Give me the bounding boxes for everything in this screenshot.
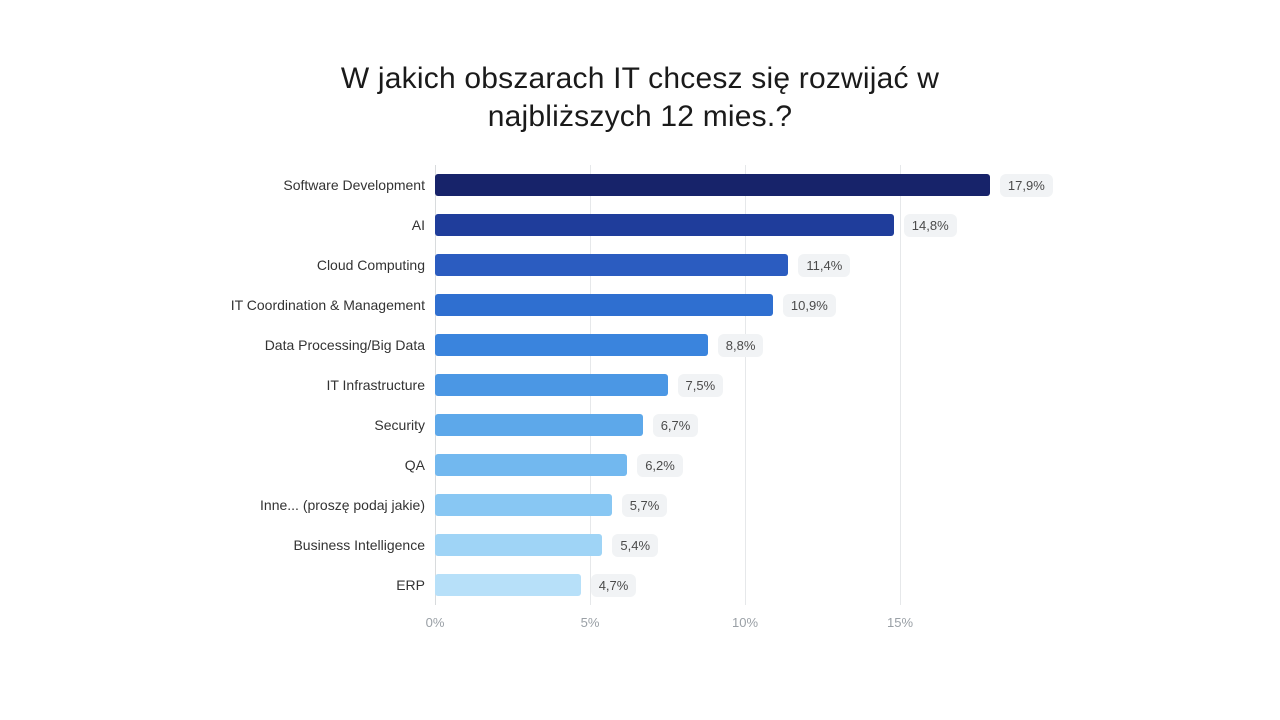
bar [435,254,788,276]
category-label: Data Processing/Big Data [265,337,425,353]
bar [435,414,643,436]
bar-row: Inne... (proszę podaj jakie)5,7% [435,494,1055,516]
bar [435,454,627,476]
bar-row: ERP4,7% [435,574,1055,596]
category-label: Cloud Computing [317,257,425,273]
bar-row: Data Processing/Big Data8,8% [435,334,1055,356]
bar [435,574,581,596]
value-badge: 17,9% [1000,174,1053,197]
value-badge: 5,7% [622,494,668,517]
value-badge: 8,8% [718,334,764,357]
category-label: QA [405,457,425,473]
x-tick-label: 5% [581,615,600,630]
bar-row: IT Coordination & Management10,9% [435,294,1055,316]
value-badge: 6,2% [637,454,683,477]
category-label: ERP [396,577,425,593]
bar [435,494,612,516]
bar [435,534,602,556]
value-badge: 7,5% [678,374,724,397]
bar-row: IT Infrastructure7,5% [435,374,1055,396]
category-label: IT Coordination & Management [231,297,425,313]
x-tick-label: 10% [732,615,758,630]
bar [435,294,773,316]
category-label: Software Development [283,177,425,193]
value-badge: 6,7% [653,414,699,437]
chart-plot-area: Software Development17,9% AI14,8% Cloud Co… [435,165,1055,605]
chart-x-axis: 0%5%10%15% [435,605,1055,645]
value-badge: 14,8% [904,214,957,237]
value-badge: 11,4% [798,254,850,277]
category-label: Security [374,417,425,433]
bar [435,334,708,356]
bar [435,374,668,396]
bar [435,174,990,196]
category-label: Business Intelligence [293,537,425,553]
category-label: Inne... (proszę podaj jakie) [260,497,425,513]
bar [435,214,894,236]
x-tick-label: 15% [887,615,913,630]
bar-row: Software Development17,9% [435,174,1055,196]
value-badge: 5,4% [612,534,658,557]
chart-title: W jakich obszarach IT chcesz się rozwija… [260,60,1020,135]
bar-row: AI14,8% [435,214,1055,236]
category-label: AI [412,217,425,233]
value-badge: 10,9% [783,294,836,317]
bar-row: Security6,7% [435,414,1055,436]
category-label: IT Infrastructure [326,377,425,393]
value-badge: 4,7% [591,574,637,597]
bar-row: QA6,2% [435,454,1055,476]
x-tick-label: 0% [426,615,445,630]
horizontal-bar-chart: Software Development17,9%AI14,8%Cloud Co… [190,165,1090,645]
bar-row: Business Intelligence5,4% [435,534,1055,556]
bar-row: Cloud Computing11,4% [435,254,1055,276]
